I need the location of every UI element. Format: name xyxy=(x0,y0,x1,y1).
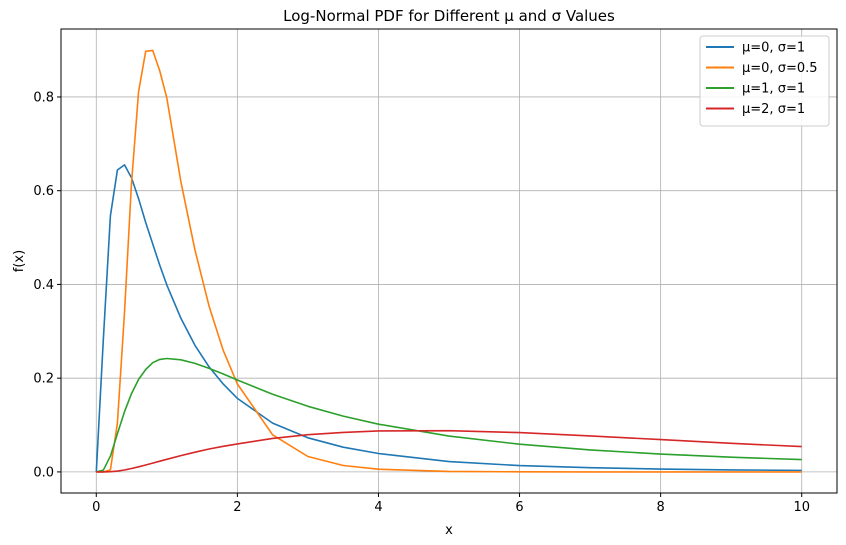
plot-frame xyxy=(60,28,838,494)
x-tick-label: 8 xyxy=(656,500,664,515)
legend: μ=0, σ=1 μ=0, σ=0.5 μ=1, σ=1 μ=2, σ=1 xyxy=(699,35,830,127)
y-tick-label: 0.0 xyxy=(33,465,54,480)
y-tick-label: 0.6 xyxy=(33,184,54,199)
series-line-4 xyxy=(96,429,802,473)
x-tick-label: 0 xyxy=(92,500,100,515)
legend-box xyxy=(699,35,830,127)
chart-title: Log-Normal PDF for Different μ and σ Val… xyxy=(283,7,615,25)
x-axis-label: x xyxy=(445,523,453,538)
legend-label: μ=0, σ=0.5 xyxy=(742,61,818,76)
x-tick-label: 2 xyxy=(233,500,241,515)
series-line-3 xyxy=(96,357,802,473)
x-tick-label: 6 xyxy=(515,500,523,515)
series-line-2 xyxy=(96,49,802,473)
legend-label: μ=0, σ=1 xyxy=(742,41,805,56)
series-line-1 xyxy=(95,164,802,472)
legend-label: μ=1, σ=1 xyxy=(742,82,805,97)
y-tick-label: 0.4 xyxy=(33,278,54,293)
ticks: 0 2 4 6 8 10 0.0 0.2 0.4 0.6 0.8 xyxy=(33,90,810,515)
x-tick-label: 10 xyxy=(793,500,810,515)
legend-entries: μ=0, σ=1 μ=0, σ=0.5 μ=1, σ=1 μ=2, σ=1 xyxy=(706,41,818,117)
y-tick-label: 0.8 xyxy=(33,90,54,105)
series-lines xyxy=(95,49,802,473)
legend-label: μ=2, σ=1 xyxy=(742,102,805,117)
x-tick-label: 4 xyxy=(374,500,382,515)
y-axis-label: f(x) xyxy=(12,250,27,272)
y-tick-label: 0.2 xyxy=(33,372,54,387)
